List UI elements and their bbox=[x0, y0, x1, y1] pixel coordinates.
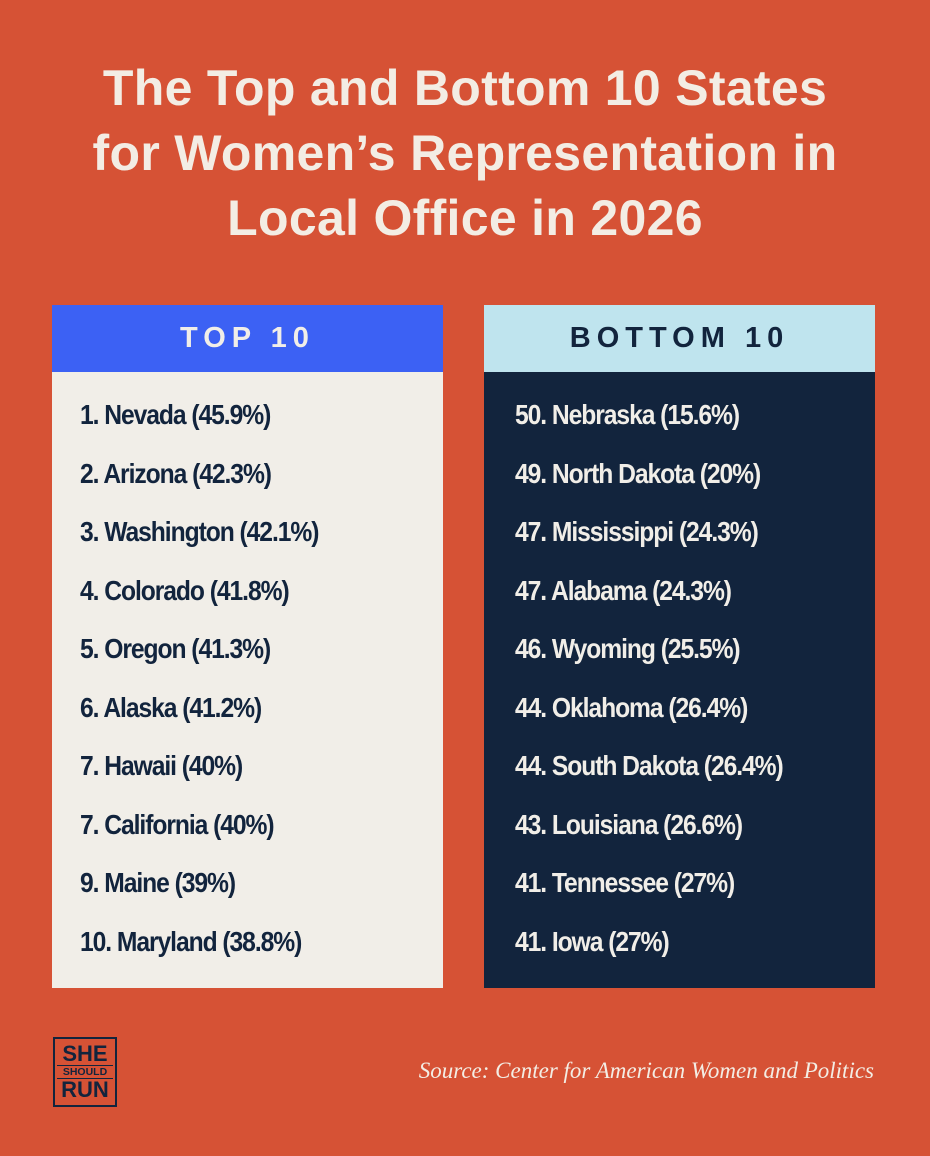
page-title: The Top and Bottom 10 States for Women’s… bbox=[0, 56, 930, 251]
bottom-10-header: BOTTOM 10 bbox=[484, 305, 875, 372]
list-item: 1. Nevada (45.9%) bbox=[80, 399, 271, 430]
title-line: for Women’s Representation in bbox=[92, 125, 838, 181]
top-10-panel: TOP 10 1. Nevada (45.9%) 2. Arizona (42.… bbox=[52, 305, 443, 988]
list-item: 47. Alabama (24.3%) bbox=[515, 574, 732, 606]
list-item: 43. Louisiana (26.6%) bbox=[515, 808, 743, 840]
top-10-list: 1. Nevada (45.9%) 2. Arizona (42.3%) 3. … bbox=[52, 372, 443, 971]
list-item: 4. Colorado (41.8%) bbox=[80, 574, 290, 606]
she-should-run-logo: SHE SHOULD RUN bbox=[53, 1037, 117, 1107]
logo-line: SHOULD bbox=[57, 1065, 113, 1079]
title-line: The Top and Bottom 10 States bbox=[102, 60, 828, 116]
list-item: 10. Maryland (38.8%) bbox=[80, 925, 302, 957]
list-item: 44. Oklahoma (26.4%) bbox=[515, 691, 748, 723]
list-item: 41. Iowa (27%) bbox=[515, 925, 670, 957]
list-item: 9. Maine (39%) bbox=[80, 867, 236, 898]
list-item: 46. Wyoming (25.5%) bbox=[515, 633, 741, 664]
list-item: 41. Tennessee (27%) bbox=[515, 867, 735, 898]
logo-line: RUN bbox=[61, 1077, 109, 1102]
list-item: 7. California (40%) bbox=[80, 808, 275, 840]
list-item: 5. Oregon (41.3%) bbox=[80, 633, 271, 664]
top-10-header: TOP 10 bbox=[52, 305, 443, 372]
list-item: 2. Arizona (42.3%) bbox=[80, 457, 272, 489]
bottom-10-list: 50. Nebraska (15.6%) 49. North Dakota (2… bbox=[484, 372, 875, 971]
title-line: Local Office in 2026 bbox=[227, 190, 703, 246]
bottom-10-panel: BOTTOM 10 50. Nebraska (15.6%) 49. North… bbox=[484, 305, 875, 988]
list-item: 50. Nebraska (15.6%) bbox=[515, 399, 740, 430]
source-credit: Source: Center for American Women and Po… bbox=[418, 1058, 874, 1083]
list-item: 47. Mississippi (24.3%) bbox=[515, 516, 759, 547]
list-item: 7. Hawaii (40%) bbox=[80, 750, 243, 781]
list-item: 49. North Dakota (20%) bbox=[515, 457, 761, 489]
list-item: 3. Washington (42.1%) bbox=[80, 516, 319, 547]
logo-line: SHE bbox=[62, 1041, 108, 1066]
list-item: 6. Alaska (41.2%) bbox=[80, 691, 262, 723]
list-item: 44. South Dakota (26.4%) bbox=[515, 750, 784, 781]
